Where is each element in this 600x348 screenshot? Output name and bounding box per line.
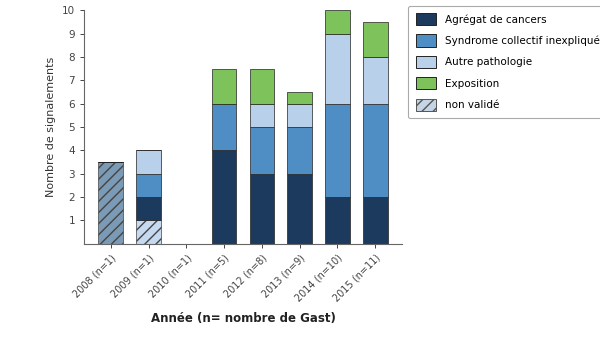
Bar <box>98 162 123 244</box>
Bar <box>363 22 388 57</box>
Bar <box>212 104 236 150</box>
Bar <box>287 174 312 244</box>
Bar <box>250 69 274 104</box>
Bar <box>287 104 312 127</box>
Bar <box>136 197 161 220</box>
X-axis label: Année (n= nombre de Gast): Année (n= nombre de Gast) <box>151 312 335 325</box>
Bar <box>363 104 388 197</box>
Bar <box>136 174 161 197</box>
Legend: Agrégat de cancers, Syndrome collectif inexpliqué, Autre pathologie, Exposition,: Agrégat de cancers, Syndrome collectif i… <box>409 6 600 118</box>
Bar <box>363 57 388 104</box>
Bar <box>212 150 236 244</box>
Bar <box>212 69 236 104</box>
Bar <box>136 220 161 244</box>
Bar <box>325 34 350 104</box>
Bar <box>250 104 274 127</box>
Bar <box>325 10 350 34</box>
Bar <box>136 150 161 174</box>
Bar <box>363 197 388 244</box>
Bar <box>287 92 312 104</box>
Bar <box>250 174 274 244</box>
Y-axis label: Nombre de signalements: Nombre de signalements <box>46 57 56 197</box>
Bar <box>287 127 312 174</box>
Bar <box>325 197 350 244</box>
Bar <box>250 127 274 174</box>
Bar <box>325 104 350 197</box>
